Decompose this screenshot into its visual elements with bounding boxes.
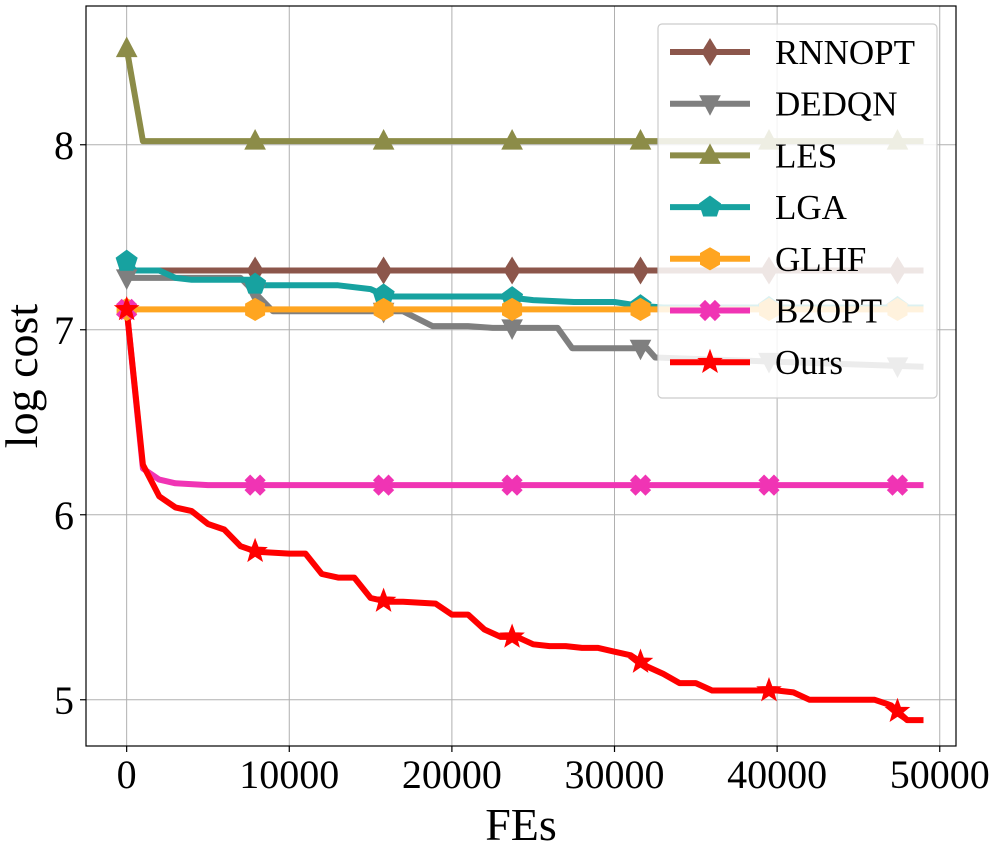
marker-bar xyxy=(244,474,266,496)
legend: RNNOPT DEDQN LES LGA GLHF B2OPT Ours xyxy=(657,23,938,399)
legend-label-glhf: GLHF xyxy=(775,240,866,279)
marker-les xyxy=(629,129,652,150)
marker-b2opt xyxy=(372,474,395,496)
marker-lga xyxy=(244,272,267,294)
marker-bar xyxy=(699,299,721,322)
marker-ours xyxy=(499,623,525,648)
y-tick-label: 6 xyxy=(54,493,74,538)
marker-glhf xyxy=(630,297,651,321)
legend-marker-b2opt xyxy=(699,299,721,322)
marker-lga xyxy=(115,249,138,271)
marker-bar xyxy=(758,474,780,496)
legend-marker-les xyxy=(699,143,721,164)
marker-ours xyxy=(242,537,268,563)
marker-rnnopt xyxy=(631,256,650,285)
series-line-lga xyxy=(124,259,924,311)
marker-les xyxy=(115,36,138,58)
marker-bar xyxy=(886,474,909,496)
y-tick-label: 7 xyxy=(54,308,74,353)
legend-marker-glhf xyxy=(700,247,720,271)
marker-b2opt xyxy=(501,474,523,496)
y-axis-label: log cost xyxy=(0,304,47,449)
marker-glhf xyxy=(502,297,523,321)
marker-ours xyxy=(884,697,911,723)
legend-label-ours: Ours xyxy=(775,343,843,382)
marker-dedqn xyxy=(629,339,652,361)
marker-glhf xyxy=(373,297,394,321)
marker-bar xyxy=(372,474,395,496)
marker-b2opt xyxy=(758,474,780,496)
legend-label-lga: LGA xyxy=(775,188,848,227)
legend-label-rnnopt: RNNOPT xyxy=(775,33,915,72)
x-axis-label: FEs xyxy=(485,799,557,850)
marker-b2opt xyxy=(886,474,909,496)
x-tick-label: 30000 xyxy=(565,752,665,797)
legend-marker-lga xyxy=(698,195,722,217)
legend-marker-ours xyxy=(697,348,723,374)
plot-frame xyxy=(85,5,957,747)
legend-label-les: LES xyxy=(775,136,837,175)
y-tick-label: 8 xyxy=(54,123,74,168)
marker-ours xyxy=(113,295,140,321)
legend-label-dedqn: DEDQN xyxy=(775,85,897,124)
legend-label-b2opt: B2OPT xyxy=(775,292,882,331)
series-line-dedqn xyxy=(126,274,924,370)
marker-glhf xyxy=(245,297,266,321)
x-tick-label: 0 xyxy=(117,752,137,797)
marker-bar xyxy=(501,474,523,496)
marker-b2opt xyxy=(629,474,652,496)
y-tick-label: 5 xyxy=(54,678,74,723)
marker-b2opt xyxy=(244,474,266,496)
marker-ours xyxy=(627,648,654,673)
marker-les xyxy=(501,129,523,150)
axis-ticks: 0 10000 20000 30000 40000 50000 5 6 7 8 xyxy=(54,123,990,797)
marker-ours xyxy=(756,677,782,702)
legend-marker-rnnopt xyxy=(701,38,719,66)
marker-bar xyxy=(629,474,652,496)
x-tick-label: 10000 xyxy=(239,752,339,797)
legend-marker-dedqn xyxy=(699,95,721,116)
marker-ours xyxy=(370,587,397,612)
x-tick-label: 40000 xyxy=(727,752,827,797)
x-tick-label: 50000 xyxy=(890,752,990,797)
marker-rnnopt xyxy=(503,256,521,285)
legend-box xyxy=(657,23,938,399)
marker-les xyxy=(372,129,395,150)
marker-les xyxy=(244,129,266,150)
x-tick-label: 20000 xyxy=(402,752,502,797)
